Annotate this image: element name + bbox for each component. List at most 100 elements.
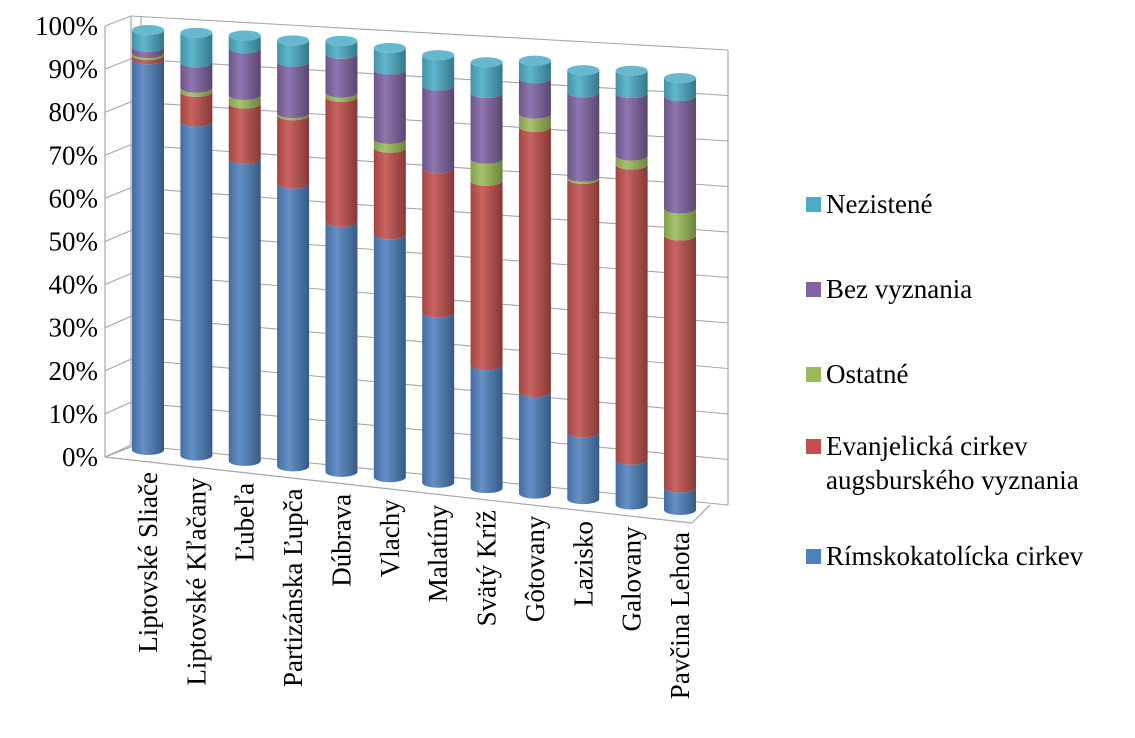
legend-label: Bez vyznania — [826, 274, 972, 304]
bar-segment — [615, 459, 648, 510]
bar-stack — [567, 65, 600, 505]
bar-segment-body — [373, 69, 406, 145]
legend: Nezistené Bez vyznania Ostatné Evanjelická … — [806, 189, 1084, 571]
bar-segment-body — [132, 46, 164, 59]
bar-stack — [228, 30, 261, 466]
x-category-label: Dúbrava — [326, 494, 356, 587]
bar-segment-body — [518, 113, 551, 132]
bar-segment-body — [277, 40, 310, 67]
bar-segment — [518, 392, 551, 499]
bar-segment — [518, 126, 551, 398]
gridline-side — [104, 315, 132, 329]
bar-segment — [470, 62, 503, 98]
bar-segment — [132, 55, 164, 65]
bar-segment-body — [228, 158, 261, 466]
bar-segment-body — [567, 70, 600, 98]
bar-top-cap — [325, 35, 358, 46]
bar-segment-body — [180, 62, 213, 93]
bar-segment-body — [373, 147, 406, 240]
bar-stack — [615, 65, 648, 510]
bar-segment — [567, 179, 600, 438]
y-tick-label: 90% — [49, 54, 99, 84]
bar-segment-body — [422, 312, 455, 488]
x-category-label: Partizánska Ľupča — [278, 488, 308, 687]
bar-segment-body — [615, 459, 648, 510]
bar-segment-body — [180, 121, 213, 461]
gridline — [130, 15, 729, 51]
bar-top-cap — [664, 73, 696, 83]
bar-segment-body — [567, 176, 600, 185]
y-tick-label: 100% — [35, 11, 98, 41]
bar-segment — [277, 61, 310, 119]
bar-segment — [615, 164, 648, 465]
gridline-side — [104, 444, 132, 458]
gridline-side — [104, 401, 132, 415]
bar-segment — [422, 55, 455, 91]
bar-segment-body — [373, 234, 406, 483]
bar-segment-body — [615, 93, 648, 161]
gridline-side — [104, 272, 132, 286]
bar-segment — [422, 168, 455, 318]
bar-segment — [615, 70, 648, 99]
bar-segment-body — [664, 208, 696, 241]
bar-segment-body — [228, 35, 261, 54]
bar-segment-body — [277, 183, 310, 472]
bar-segment — [567, 70, 600, 98]
bars — [132, 25, 696, 515]
bar-segment — [228, 95, 261, 109]
gridline-side — [104, 187, 132, 199]
legend-swatch — [806, 439, 821, 454]
bar-segment — [180, 87, 213, 97]
gridline-side — [104, 229, 132, 243]
legend-swatch — [806, 282, 821, 297]
bar-top-cap — [373, 42, 406, 53]
bar-segment — [373, 234, 406, 483]
bar-segment — [228, 158, 261, 466]
bar-segment-body — [470, 180, 503, 371]
bar-segment — [518, 60, 551, 84]
bar-segment — [470, 180, 503, 371]
bar-stack — [132, 25, 164, 456]
bar-segment — [132, 30, 164, 52]
bar-segment-body — [664, 235, 696, 493]
bar-segment-body — [132, 30, 164, 52]
bar-segment-body — [615, 155, 648, 170]
legend-item: Ostatné — [806, 359, 908, 389]
bar-segment — [132, 59, 164, 456]
bar-segment-body — [664, 487, 696, 515]
bar-segment — [615, 93, 648, 161]
y-tick-label: 20% — [49, 356, 99, 386]
x-category-label: Malatíny — [423, 504, 453, 602]
bar-segment-body — [228, 48, 261, 101]
x-category-label: Pavčina Lehota — [665, 532, 695, 699]
bar-segment — [470, 365, 503, 494]
bar-segment-body — [664, 96, 696, 214]
legend-swatch — [806, 367, 821, 382]
bar-top-cap — [567, 65, 600, 76]
bar-segment-body — [470, 93, 503, 164]
bar-segment-body — [567, 92, 600, 182]
bar-segment — [277, 115, 310, 189]
bar-stack — [664, 73, 696, 515]
bar-segment — [664, 78, 696, 101]
bar-segment — [373, 69, 406, 145]
bar-segment — [422, 85, 455, 174]
bar-segment — [180, 121, 213, 461]
bar-segment — [277, 113, 310, 121]
bar-segment — [518, 78, 551, 119]
bar-top-cap — [470, 57, 503, 68]
bar-segment — [180, 91, 213, 127]
bar-segment-body — [422, 55, 455, 91]
bar-segment-body — [228, 95, 261, 109]
bar-segment — [518, 113, 551, 132]
bar-segment-body — [132, 55, 164, 65]
bar-segment-body — [373, 139, 406, 153]
y-tick-label: 40% — [49, 270, 99, 300]
x-category-label: Liptovské Sliače — [133, 472, 163, 653]
bar-segment-body — [615, 70, 648, 99]
bar-stack — [470, 57, 503, 494]
y-tick-label: 0% — [62, 442, 98, 472]
bar-top-cap — [277, 35, 310, 46]
bar-segment-body — [518, 78, 551, 119]
